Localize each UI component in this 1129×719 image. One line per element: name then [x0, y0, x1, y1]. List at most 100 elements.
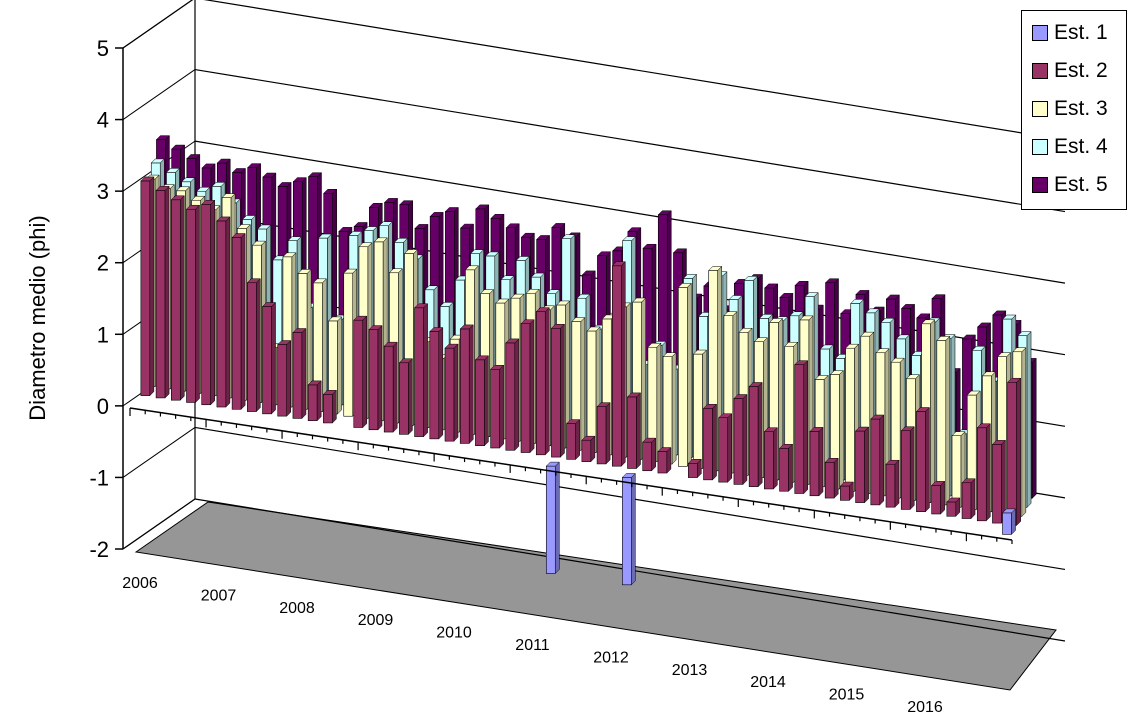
bar-side	[788, 443, 793, 492]
bar-top	[626, 392, 642, 398]
bar-top	[844, 343, 860, 349]
bar-side	[484, 355, 489, 447]
bar-top	[444, 343, 459, 349]
bar-top	[779, 293, 794, 298]
bar-est2	[399, 362, 409, 435]
bar-top	[829, 370, 844, 375]
bar-top	[262, 172, 277, 178]
bar-top	[338, 227, 353, 232]
bar-est2	[247, 282, 257, 412]
bar-top	[459, 223, 475, 229]
bar-est2	[870, 418, 881, 506]
bar-top	[611, 261, 626, 267]
bar-est2	[688, 462, 698, 478]
bar-top	[784, 341, 799, 347]
bar-side	[641, 297, 646, 461]
y-tick-label: 3	[97, 179, 109, 204]
bar-top	[292, 177, 307, 182]
bar-top	[469, 249, 485, 254]
bar-top	[424, 285, 439, 291]
bar-top	[632, 297, 647, 303]
y-tick-label: -2	[89, 537, 109, 562]
bar-top	[885, 459, 900, 465]
bar-est2	[824, 461, 835, 499]
bar-top	[307, 380, 322, 386]
bar-side	[757, 381, 763, 488]
gridline	[194, 68, 1066, 213]
bar-est2	[490, 368, 500, 449]
bar-side	[666, 446, 672, 474]
bar-top	[936, 336, 951, 341]
bar-side	[1026, 330, 1032, 508]
bar-est2	[718, 417, 729, 483]
bar-top	[277, 340, 292, 345]
x-tick-label: 2008	[279, 600, 315, 617]
legend: Est. 1 Est. 2 Est. 3 Est. 4 Est. 5	[1021, 10, 1127, 210]
bar-side	[605, 402, 611, 465]
legend-label: Est. 2	[1054, 59, 1108, 82]
bar-side	[362, 315, 368, 429]
bar-side	[651, 437, 656, 472]
bar-top	[171, 144, 186, 150]
bar-side	[742, 393, 748, 486]
bar-side	[818, 426, 824, 497]
bar-top	[475, 204, 490, 210]
bar-top	[946, 497, 961, 503]
y-tick-label: 5	[97, 36, 109, 61]
x-tick-label: 2010	[436, 625, 472, 642]
bar-top	[662, 352, 677, 357]
legend-swatch	[1032, 25, 1048, 41]
bar-top	[429, 212, 444, 217]
bar-est2	[140, 180, 151, 396]
bar-est2	[414, 307, 424, 437]
bar-top	[251, 240, 267, 246]
bar-est2	[916, 411, 926, 513]
legend-item: Est. 5	[1032, 170, 1108, 200]
bar-top	[474, 355, 490, 361]
bar-side	[1016, 377, 1021, 526]
bar-top	[327, 316, 343, 322]
bar-top	[981, 371, 997, 377]
bar-side	[621, 261, 626, 467]
bar-top	[297, 269, 312, 274]
bar-top	[383, 341, 398, 347]
bar-top	[211, 182, 226, 187]
bar-top	[490, 214, 505, 219]
bar-est2	[186, 208, 196, 403]
bar-top	[951, 431, 966, 436]
bar-top	[170, 195, 185, 201]
bar-top	[247, 163, 262, 168]
bar-side	[773, 427, 778, 490]
bar-est2	[201, 204, 212, 406]
bar-top	[368, 325, 383, 330]
bar-side	[499, 364, 504, 449]
bar-est2	[231, 237, 242, 410]
bar-top	[971, 345, 987, 351]
bar-top	[708, 266, 723, 271]
bar-top	[368, 203, 383, 208]
bar-top	[997, 352, 1012, 357]
bar-top	[348, 231, 363, 236]
bar-est2	[170, 199, 181, 401]
bar-side	[392, 341, 398, 433]
bar-top	[900, 426, 915, 431]
bar-est2	[779, 447, 789, 492]
bar-est2	[292, 332, 303, 419]
bar-top	[550, 324, 566, 329]
bar-top	[287, 236, 302, 241]
y-tick-label: 1	[97, 322, 109, 347]
bar-est2	[657, 451, 668, 474]
bar-side	[332, 389, 337, 424]
legend-label: Est. 5	[1054, 173, 1108, 196]
bar-top	[485, 251, 500, 257]
bar-top	[819, 344, 834, 350]
bar-est2	[946, 501, 957, 517]
x-tick-label: 2013	[672, 662, 708, 679]
bar-est1	[622, 477, 632, 586]
bar-est2	[307, 384, 318, 421]
bar-side	[164, 185, 170, 399]
bar-top	[865, 308, 880, 314]
bar-top	[282, 252, 297, 258]
bar-side	[225, 216, 231, 408]
